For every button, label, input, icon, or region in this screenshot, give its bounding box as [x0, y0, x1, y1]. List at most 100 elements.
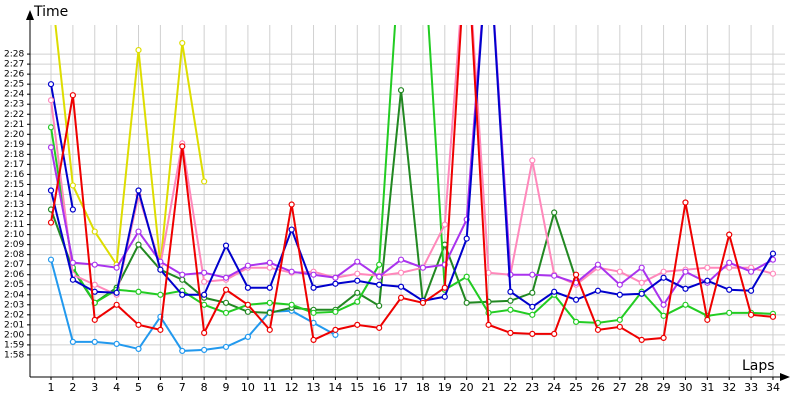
- point: [551, 209, 558, 216]
- point: [397, 256, 405, 263]
- point: [594, 261, 602, 268]
- point: [157, 326, 164, 333]
- point: [179, 347, 186, 355]
- point: [616, 281, 623, 288]
- point: [310, 309, 317, 316]
- point: [704, 316, 711, 323]
- point: [157, 266, 164, 273]
- x-tick-label: 27: [613, 381, 627, 394]
- y-tick-label: 2:05: [4, 280, 24, 290]
- point: [354, 258, 361, 265]
- x-tick-label: 33: [744, 381, 758, 394]
- point: [266, 264, 273, 271]
- point: [113, 289, 120, 296]
- point: [529, 157, 536, 164]
- x-tick-label: 10: [241, 381, 255, 394]
- point: [638, 336, 645, 343]
- x-tick-label: 28: [635, 381, 649, 394]
- point: [244, 284, 252, 291]
- x-tick-label: 31: [700, 381, 714, 394]
- point: [485, 321, 492, 328]
- point: [507, 306, 514, 313]
- point: [441, 221, 448, 228]
- x-tick-label: 30: [678, 381, 692, 394]
- point: [529, 303, 536, 310]
- y-axis-label: Time: [33, 4, 68, 20]
- point: [529, 271, 536, 278]
- point: [69, 338, 76, 346]
- point: [660, 334, 667, 341]
- x-tick-label: 26: [591, 381, 605, 394]
- x-tick-label: 3: [91, 381, 98, 394]
- point: [682, 268, 689, 275]
- point: [572, 318, 580, 325]
- y-tick-label: 2:22: [4, 110, 24, 120]
- y-tick-label: 2:13: [4, 200, 24, 210]
- point: [769, 313, 777, 320]
- point: [616, 268, 623, 275]
- point: [682, 285, 689, 292]
- point: [47, 81, 55, 88]
- x-tick-label: 7: [179, 381, 186, 394]
- point: [616, 323, 623, 330]
- point: [135, 321, 142, 328]
- x-tick-label: 1: [48, 381, 55, 394]
- point: [135, 46, 142, 54]
- point: [201, 291, 208, 298]
- point: [179, 39, 186, 47]
- point: [354, 277, 361, 284]
- point: [485, 269, 492, 276]
- x-tick-label: 32: [722, 381, 736, 394]
- point: [441, 284, 448, 291]
- point: [201, 301, 208, 308]
- point: [660, 274, 667, 281]
- point: [222, 309, 230, 316]
- y-tick-label: 2:11: [4, 220, 24, 230]
- x-tick-label: 22: [503, 381, 517, 394]
- point: [91, 338, 98, 346]
- point: [769, 270, 777, 277]
- x-tick-label: 24: [547, 381, 561, 394]
- point: [201, 178, 208, 185]
- point: [288, 201, 295, 208]
- y-tick-label: 2:12: [4, 210, 24, 220]
- x-tick-label: 4: [113, 381, 120, 394]
- x-axis-label: Laps: [742, 358, 775, 374]
- point: [179, 291, 186, 298]
- point: [47, 256, 55, 263]
- y-tick-label: 2:20: [4, 130, 24, 140]
- y-axis-arrow: [26, 10, 34, 20]
- point: [376, 281, 383, 288]
- point: [135, 345, 142, 353]
- point: [69, 276, 76, 283]
- point: [179, 143, 186, 150]
- point: [135, 228, 142, 235]
- series-line: [50, 25, 774, 324]
- y-tick-label: 2:25: [4, 80, 24, 90]
- point: [135, 187, 142, 194]
- point: [376, 261, 383, 268]
- point: [397, 269, 405, 276]
- y-tick-label: 2:04: [4, 290, 24, 300]
- point: [572, 296, 580, 303]
- y-tick-label: 2:00: [4, 330, 24, 340]
- y-tick-label: 2:08: [4, 250, 24, 260]
- point: [463, 273, 470, 280]
- point: [332, 274, 339, 281]
- point: [529, 311, 536, 318]
- point: [354, 321, 361, 328]
- point: [266, 299, 273, 306]
- point: [332, 326, 339, 333]
- point: [572, 271, 580, 278]
- point: [726, 286, 733, 293]
- point: [747, 287, 755, 294]
- y-tick-label: 1:59: [4, 340, 24, 350]
- point: [244, 301, 252, 308]
- point: [332, 331, 339, 338]
- point: [91, 316, 98, 323]
- point: [638, 290, 645, 297]
- plot-area: [47, 25, 777, 355]
- point: [310, 271, 317, 278]
- x-tick-label: 8: [201, 381, 208, 394]
